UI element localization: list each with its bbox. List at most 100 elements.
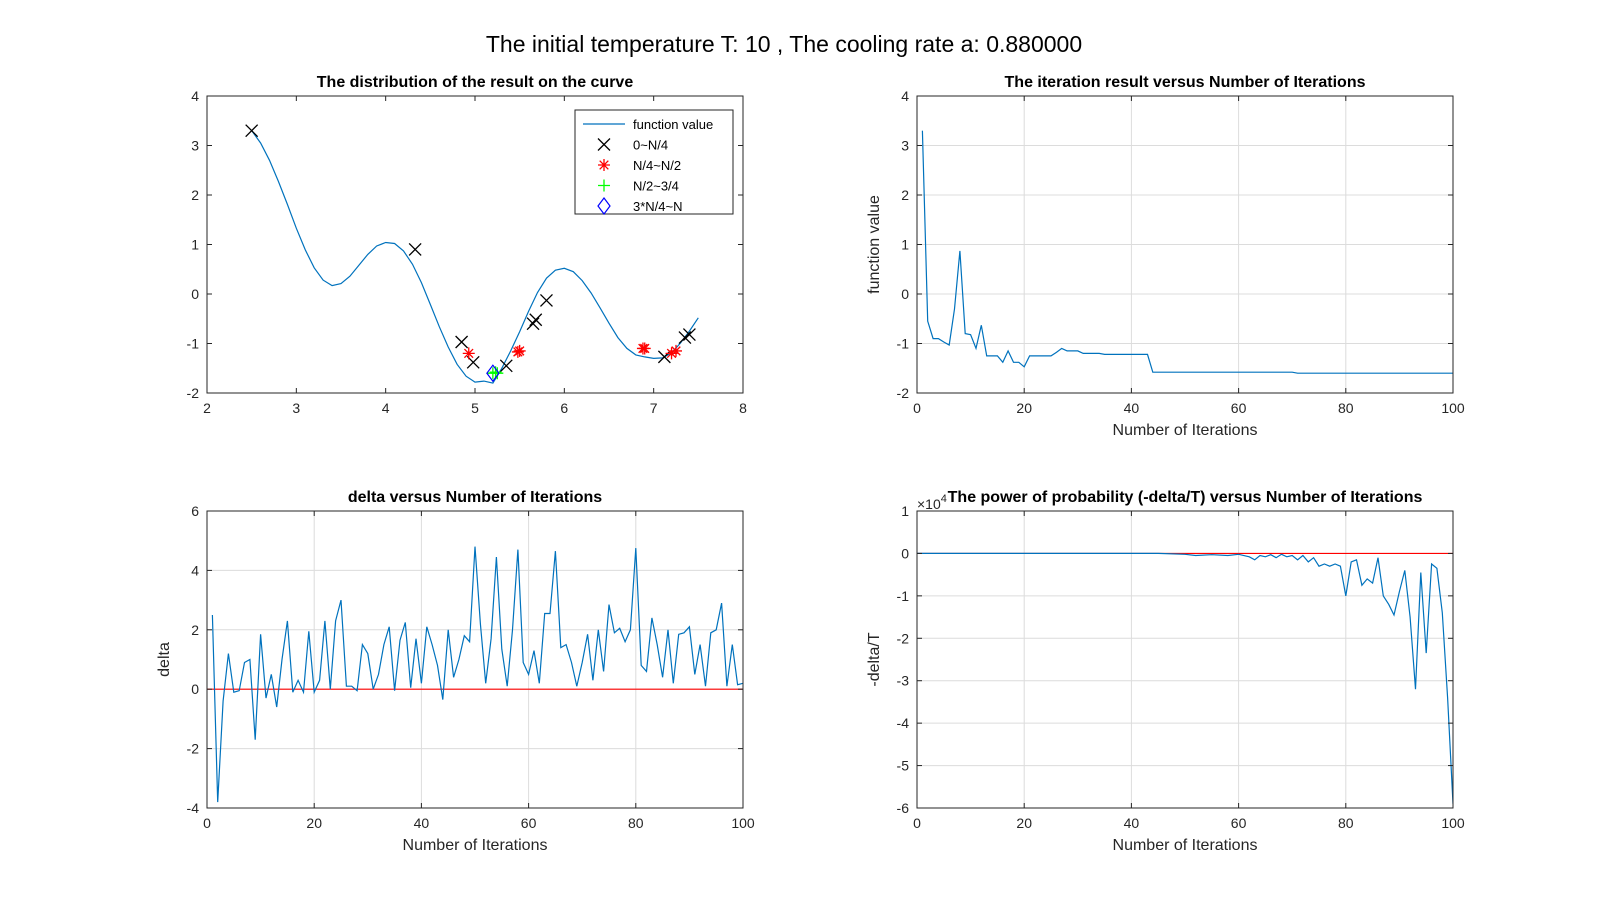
legend-marker <box>598 179 610 192</box>
x-tick-label: 40 <box>414 815 430 831</box>
axes-box <box>916 510 1454 809</box>
x-tick-label: 60 <box>1231 815 1247 831</box>
x-tick-label: 7 <box>650 400 658 416</box>
series-line <box>921 130 1453 374</box>
marker-x <box>526 317 540 331</box>
y-tick-label: 3 <box>901 138 909 154</box>
x-axis-label: Number of Iterations <box>403 837 548 854</box>
figure-title: The initial temperature T: 10 , The cool… <box>486 31 1082 57</box>
x-tick-label: 4 <box>382 400 390 416</box>
x-tick-label: 40 <box>1124 400 1140 416</box>
x-tick-label: 100 <box>731 815 755 831</box>
y-tick-label: 1 <box>191 237 199 253</box>
plot-area <box>207 511 743 808</box>
y-tick-label: -2 <box>187 741 200 757</box>
plot-area <box>917 511 1453 808</box>
legend-entry: function value <box>633 117 713 132</box>
x-tick-label: 100 <box>1441 400 1465 416</box>
x-tick-label: 3 <box>292 400 300 416</box>
y-tick-label: 2 <box>191 187 199 203</box>
x-tick-label: 8 <box>739 400 747 416</box>
y-tick-label: -2 <box>187 385 200 401</box>
legend-entry: N/4~N/2 <box>633 158 681 173</box>
y-tick-label: -1 <box>897 588 910 604</box>
y-exponent-label: ×104 <box>917 493 947 512</box>
y-tick-label: 0 <box>901 286 909 302</box>
marker-plus <box>491 367 504 380</box>
y-tick-label: -2 <box>897 385 910 401</box>
y-tick-label: -6 <box>897 800 910 816</box>
marker-x <box>529 313 543 327</box>
x-tick-label: 0 <box>203 815 211 831</box>
series-line <box>211 546 743 803</box>
y-tick-label: 1 <box>901 503 909 519</box>
y-tick-label: -4 <box>187 800 200 816</box>
x-axis-label: Number of Iterations <box>1113 837 1258 854</box>
y-tick-label: 0 <box>901 545 909 561</box>
y-tick-label: -4 <box>897 715 910 731</box>
y-tick-label: 2 <box>901 187 909 203</box>
legend-marker <box>598 159 610 171</box>
y-tick-label: 3 <box>191 138 199 154</box>
axes-curve: 2 3 4 5 6 7 8 -2 -1 0 1 2 3 4 The distribution of the … <box>187 74 748 416</box>
axes-iteration-result: 0 20 40 60 80 100 -2 -1 0 1 2 3 4 The iteration resul… <box>866 74 1465 439</box>
marker-x <box>408 242 422 256</box>
y-tick-label: 4 <box>901 88 909 104</box>
legend-entry: 3*N/4~N <box>633 199 683 214</box>
marker-x <box>499 359 513 373</box>
marker-star <box>665 347 678 360</box>
y-axis-label: delta <box>156 642 173 677</box>
axes-delta: 0 20 40 60 80 100 -4 -2 0 2 4 6 delta versus Number … <box>156 489 755 854</box>
axes-power-probability: 0 20 40 60 80 100 -6 -5 -4 -3 -2 -1 0 1 The power of p… <box>866 489 1465 854</box>
axes-title: The power of probability (-delta/T) vers… <box>948 489 1423 506</box>
x-tick-label: 0 <box>913 400 921 416</box>
marker-star <box>638 342 651 355</box>
marker-x <box>682 328 696 342</box>
x-tick-label: 6 <box>560 400 568 416</box>
marker-x <box>245 124 259 138</box>
axes-title: The iteration result versus Number of It… <box>1005 74 1366 91</box>
marker-diamond <box>486 364 500 383</box>
x-tick-label: 20 <box>1016 815 1032 831</box>
x-tick-label: 40 <box>1124 815 1140 831</box>
y-tick-label: -1 <box>187 336 200 352</box>
marker-star <box>670 344 682 357</box>
x-tick-label: 80 <box>1338 400 1354 416</box>
axes-title: The distribution of the result on the cu… <box>317 74 634 91</box>
legend-marker <box>597 138 611 151</box>
axes-box <box>206 510 744 809</box>
x-tick-label: 80 <box>1338 815 1354 831</box>
marker-x <box>540 293 553 307</box>
legend-entry: N/2~3/4 <box>633 179 679 194</box>
x-tick-label: 60 <box>521 815 537 831</box>
x-tick-label: 80 <box>628 815 644 831</box>
x-tick-label: 5 <box>471 400 479 416</box>
x-axis-label: Number of Iterations <box>1113 422 1258 439</box>
y-tick-label: 4 <box>191 88 199 104</box>
series-line <box>251 130 699 384</box>
x-tick-label: 100 <box>1441 815 1465 831</box>
y-tick-label: 0 <box>191 681 199 697</box>
marker-x <box>455 335 469 349</box>
x-tick-label: 2 <box>203 400 211 416</box>
y-tick-label: 1 <box>901 237 909 253</box>
y-axis-label: -delta/T <box>866 632 883 686</box>
y-tick-label: 2 <box>191 622 199 638</box>
y-tick-label: 4 <box>191 562 199 578</box>
y-axis-label: function value <box>866 195 883 294</box>
axes-title: delta versus Number of Iterations <box>348 489 602 506</box>
y-tick-label: -3 <box>897 673 910 689</box>
y-tick-label: -1 <box>897 336 910 352</box>
legend-entry: 0~N/4 <box>633 138 668 153</box>
x-tick-label: 0 <box>913 815 921 831</box>
x-tick-label: 20 <box>306 815 322 831</box>
y-tick-label: -5 <box>897 758 910 774</box>
legend-marker <box>597 197 611 215</box>
marker-star <box>462 347 475 360</box>
y-tick-label: 6 <box>191 503 199 519</box>
series-line <box>917 552 1453 804</box>
y-tick-label: 0 <box>191 286 199 302</box>
x-tick-label: 60 <box>1231 400 1247 416</box>
y-tick-label: -2 <box>897 630 910 646</box>
